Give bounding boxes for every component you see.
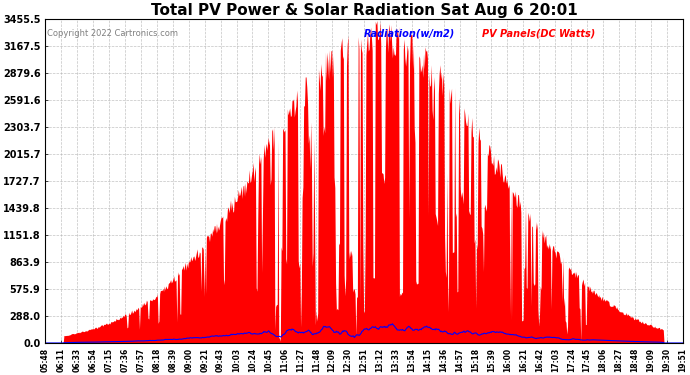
- Title: Total PV Power & Solar Radiation Sat Aug 6 20:01: Total PV Power & Solar Radiation Sat Aug…: [150, 3, 578, 18]
- Text: Radiation(w/m2): Radiation(w/m2): [364, 28, 455, 39]
- Text: Copyright 2022 Cartronics.com: Copyright 2022 Cartronics.com: [46, 28, 177, 38]
- Text: PV Panels(DC Watts): PV Panels(DC Watts): [482, 28, 595, 39]
